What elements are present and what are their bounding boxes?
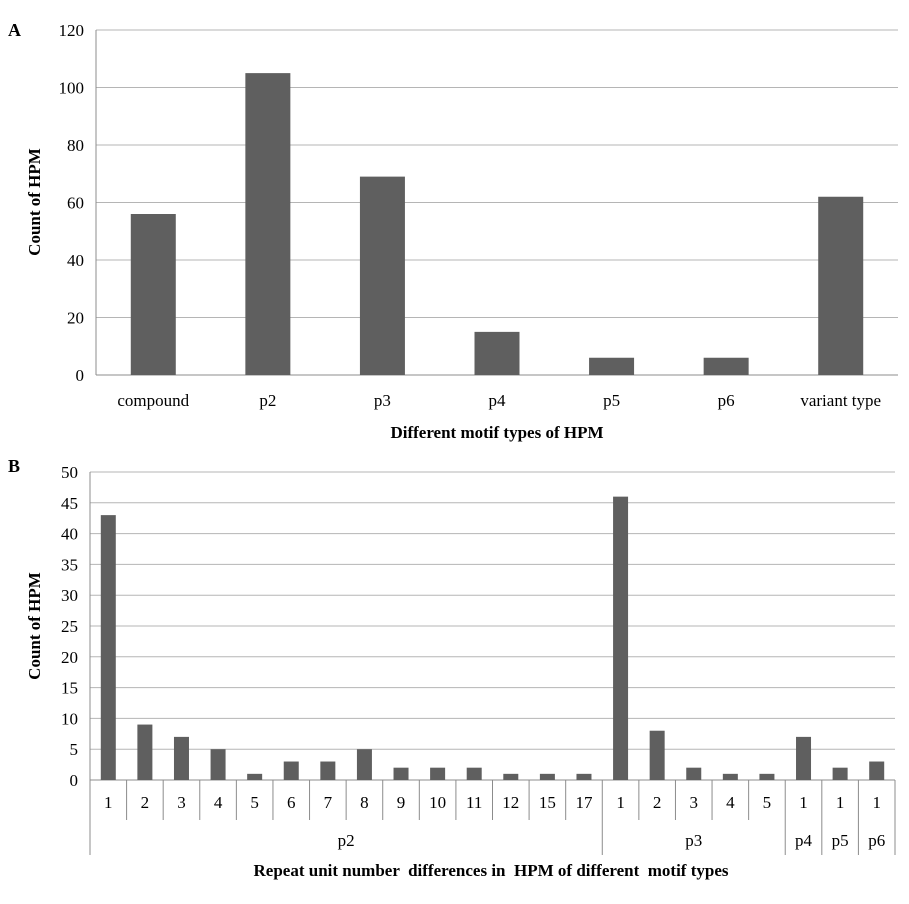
- panel-b-x-tick-label: 3: [177, 793, 186, 812]
- panel-b-x-tick-label: 5: [763, 793, 772, 812]
- panel-b-bar-p6-1: [869, 761, 885, 780]
- panel-b-y-tick-label: 30: [61, 586, 78, 605]
- panel-a-label: A: [8, 20, 21, 40]
- panel-a: A Count of HPM Different motif types of …: [8, 20, 898, 442]
- panel-a-bar-p5: [589, 357, 635, 375]
- panel-a-x-tick-label: compound: [117, 391, 189, 410]
- panel-b-x-tick-label: 15: [539, 793, 556, 812]
- panel-b: B Count of HPM Repeat unit number differ…: [8, 456, 896, 880]
- panel-a-y-tick-label: 120: [59, 21, 85, 40]
- panel-b-bar-p2-1: [100, 515, 116, 780]
- panel-b-gridlines: [89, 471, 895, 781]
- panel-a-y-axis-title: Count of HPM: [25, 148, 44, 256]
- panel-b-x-tick-label: 1: [104, 793, 113, 812]
- panel-a-x-tick-label: variant type: [800, 391, 881, 410]
- panel-b-bar-p3-2: [649, 730, 665, 780]
- panel-b-y-tick-label: 20: [61, 648, 78, 667]
- panel-b-x-tick-label: 10: [429, 793, 446, 812]
- panel-b-x-tick-label: 5: [250, 793, 259, 812]
- panel-b-bar-p5-1: [832, 767, 848, 780]
- panel-a-bar-p2: [245, 73, 291, 375]
- panel-a-y-tick-label: 40: [67, 251, 84, 270]
- panel-b-x-tick-label: 4: [214, 793, 223, 812]
- panel-b-x-tick-label: 1: [616, 793, 625, 812]
- panel-b-label: B: [8, 456, 20, 476]
- panel-a-x-tick-label: p3: [374, 391, 391, 410]
- panel-b-group-label-p2: p2: [338, 831, 355, 850]
- panel-b-bar-p2-8: [356, 749, 372, 780]
- panel-b-y-tick-label: 40: [61, 525, 78, 544]
- panel-a-x-ticks: compound p2 p3 p4 p5 p6 variant type: [117, 391, 881, 410]
- panel-b-bar-p2-9: [393, 767, 409, 780]
- panel-b-bar-p2-10: [430, 767, 446, 780]
- panel-b-y-tick-label: 0: [70, 771, 79, 790]
- panel-b-bar-p2-12: [503, 773, 519, 780]
- panel-a-y-tick-label: 0: [76, 366, 85, 385]
- panel-b-x-tick-label: 17: [575, 793, 593, 812]
- panel-b-y-tick-label: 10: [61, 709, 78, 728]
- panel-a-y-tick-label: 80: [67, 136, 84, 155]
- panel-b-y-tick-label: 50: [61, 463, 78, 482]
- panel-a-bar-p3: [359, 176, 405, 375]
- panel-b-bar-p2-3: [173, 736, 189, 780]
- panel-a-x-tick-label: p4: [489, 391, 507, 410]
- panel-b-y-tick-label: 5: [70, 740, 79, 759]
- panel-b-bar-p2-11: [466, 767, 482, 780]
- panel-a-y-ticks: 0 20 40 60 80 100 120: [59, 21, 85, 385]
- panel-b-bar-p2-4: [210, 749, 226, 780]
- panel-b-x-tick-label: 3: [690, 793, 699, 812]
- panel-a-bar-variant-type: [818, 196, 864, 375]
- panel-b-bars: [100, 496, 885, 780]
- panel-a-x-tick-label: p6: [718, 391, 735, 410]
- panel-a-gridlines: [95, 29, 898, 376]
- panel-b-y-tick-label: 25: [61, 617, 78, 636]
- panel-b-x-tick-label: 11: [466, 793, 482, 812]
- panel-b-bar-p3-3: [686, 767, 702, 780]
- panel-b-x-tick-label: 6: [287, 793, 296, 812]
- panel-b-bar-p3-1: [613, 496, 629, 780]
- panel-b-bar-p4-1: [796, 736, 812, 780]
- panel-a-bar-p6: [703, 357, 749, 375]
- panel-a-y-tick-label: 100: [59, 79, 85, 98]
- panel-b-bar-p2-6: [283, 761, 299, 780]
- panel-b-bar-p2-17: [576, 773, 592, 780]
- panel-b-group-label-p4: p4: [795, 831, 813, 850]
- panel-a-x-tick-label: p5: [603, 391, 620, 410]
- panel-b-x-tick-label: 4: [726, 793, 735, 812]
- panel-a-x-axis-title: Different motif types of HPM: [390, 423, 603, 442]
- panel-b-x-axis-title: Repeat unit number differences in HPM of…: [254, 861, 729, 880]
- panel-b-group-label-p5: p5: [832, 831, 849, 850]
- panel-a-bar-p4: [474, 331, 520, 375]
- panel-b-x-tick-label: 12: [502, 793, 519, 812]
- panel-a-bars: [130, 73, 864, 375]
- panel-b-bar-p3-4: [722, 773, 738, 780]
- panel-b-bar-p2-7: [320, 761, 336, 780]
- panel-b-group-label-p3: p3: [685, 831, 702, 850]
- panel-b-bar-p2-15: [539, 773, 555, 780]
- panel-b-bar-p3-5: [759, 773, 775, 780]
- panel-b-y-tick-label: 45: [61, 494, 78, 513]
- panel-b-bar-p2-5: [247, 773, 263, 780]
- panel-b-group-label-p6: p6: [868, 831, 885, 850]
- panel-b-x-tick-label: 2: [141, 793, 150, 812]
- panel-a-bar-compound: [130, 214, 176, 375]
- panel-b-x-tick-label: 1: [799, 793, 808, 812]
- panel-b-x-tick-label: 2: [653, 793, 662, 812]
- panel-b-y-tick-label: 35: [61, 555, 78, 574]
- panel-a-x-tick-label: p2: [259, 391, 276, 410]
- panel-b-x-tick-label: 1: [836, 793, 845, 812]
- panel-b-x-tick-label: 7: [324, 793, 333, 812]
- panel-b-x-tick-label: 1: [872, 793, 881, 812]
- panel-b-bar-p2-2: [137, 724, 153, 780]
- panel-a-y-tick-label: 60: [67, 194, 84, 213]
- panel-b-x-tick-label: 8: [360, 793, 369, 812]
- panel-b-y-axis-title: Count of HPM: [25, 572, 44, 680]
- panel-b-y-ticks: 0 5 10 15 20 25 30 35 40 45 50: [61, 463, 78, 790]
- panel-b-y-tick-label: 15: [61, 679, 78, 698]
- panel-b-x-tick-label: 9: [397, 793, 406, 812]
- panel-a-y-tick-label: 20: [67, 309, 84, 328]
